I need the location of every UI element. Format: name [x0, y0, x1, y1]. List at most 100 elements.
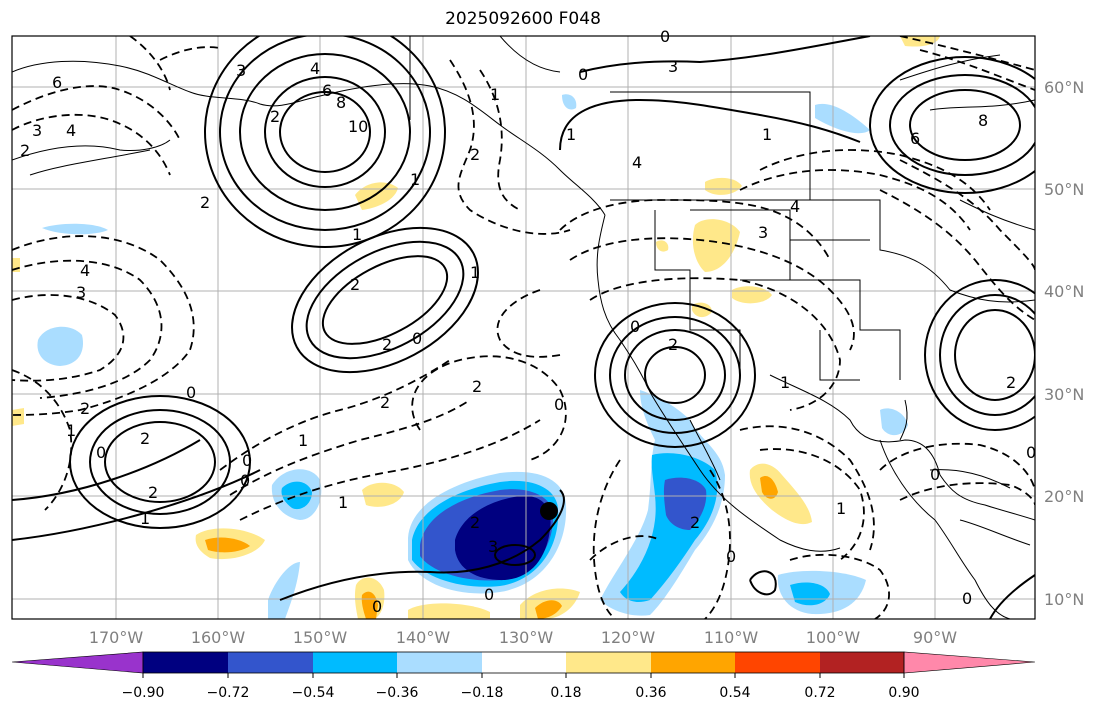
lon-label-90w: 90°W — [913, 628, 957, 647]
colorbar-tick-label: −0.18 — [461, 685, 504, 701]
positive-anomaly-region — [361, 591, 378, 619]
contour-label: 2 — [1006, 373, 1016, 392]
contour-label: 2 — [20, 141, 30, 160]
map-title: 2025092600 F048 — [445, 9, 601, 29]
contour-label: 3 — [32, 121, 42, 140]
contour-label: 2 — [270, 107, 280, 126]
lon-label-160w: 160°W — [191, 628, 246, 647]
colorbar-segment — [820, 652, 904, 673]
dashed-contours — [12, 36, 1035, 619]
contour-label: 3 — [668, 57, 678, 76]
contour-label: 0 — [962, 589, 972, 608]
lat-label-60n: 60°N — [1044, 78, 1084, 97]
negative-anomaly-region — [37, 326, 84, 366]
colorbar-segment — [651, 652, 735, 673]
positive-anomaly-region — [656, 240, 669, 252]
contour-label: 0 — [554, 395, 564, 414]
contour-label: 0 — [630, 317, 640, 336]
colorbar-tick-label: −0.90 — [122, 685, 165, 701]
negative-anomaly-region — [663, 477, 707, 530]
colorbar-segment — [482, 652, 566, 673]
contour-label: 1 — [352, 225, 362, 244]
negative-anomaly-region — [42, 223, 108, 235]
positive-anomaly-region — [692, 219, 740, 272]
colorbar-segment — [397, 652, 482, 673]
contour-label: 8 — [978, 111, 988, 130]
contour-label: 1 — [490, 85, 500, 104]
lon-label-150w: 150°W — [293, 628, 348, 647]
contour-label: 2 — [80, 399, 90, 418]
contour-label: 0 — [484, 585, 494, 604]
shading-layer — [12, 36, 940, 619]
positive-anomaly-region — [705, 177, 742, 195]
colorbar-frame — [142, 651, 905, 674]
colorbar-tick-label: 0.36 — [635, 685, 666, 701]
colorbar-segment — [143, 652, 228, 673]
contour-label: 3 — [76, 283, 86, 302]
contour-label: 2 — [470, 145, 480, 164]
colorbar-segment — [313, 652, 397, 673]
colorbar-segment — [566, 652, 651, 673]
coastlines — [12, 36, 1035, 619]
contour-label: 0 — [660, 27, 670, 46]
contour-label: 2 — [140, 429, 150, 448]
colorbar-segment — [11, 651, 144, 674]
negative-anomaly-region — [455, 495, 551, 581]
colorbar-tick-label: 0.72 — [804, 685, 835, 701]
lon-label-100w: 100°W — [806, 628, 861, 647]
contour-label: 4 — [790, 197, 800, 216]
contour-label: 0 — [1026, 443, 1036, 462]
contour-label: 2 — [668, 335, 678, 354]
contour-label: 2 — [350, 275, 360, 294]
positive-anomaly-region — [760, 475, 778, 499]
lon-label-110w: 110°W — [704, 628, 759, 647]
lat-label-30n: 30°N — [1044, 385, 1084, 404]
colorbar-tick-label: −0.54 — [292, 685, 335, 701]
contour-label: 0 — [372, 597, 382, 616]
contour-label: 4 — [66, 121, 76, 140]
contour-label: 4 — [310, 59, 320, 78]
colorbar-segment — [903, 651, 1036, 674]
negative-anomaly-region — [880, 408, 908, 436]
contour-label: 2 — [470, 513, 480, 532]
colorbar-tick-label: 0.18 — [550, 685, 581, 701]
map-border — [11, 35, 1036, 620]
negative-anomaly-region — [562, 94, 577, 110]
contour-label: 1 — [140, 509, 150, 528]
contour-label: 0 — [242, 451, 252, 470]
colorbar-tick-label: 0.90 — [888, 685, 919, 701]
lon-label-170w: 170°W — [89, 628, 144, 647]
contour-label: 4 — [80, 261, 90, 280]
contour-label: 2 — [472, 377, 482, 396]
contour-label: 10 — [348, 117, 368, 136]
contour-label: 2 — [380, 393, 390, 412]
positive-anomaly-region — [408, 603, 490, 619]
positive-anomaly-region — [205, 537, 250, 553]
contour-label: 1 — [762, 125, 772, 144]
contour-labels: 6 3 4 2 3 6 8 10 4 2 1 2 1 1 2 0 2 0 4 3… — [20, 27, 1036, 616]
lon-label-130w: 130°W — [499, 628, 554, 647]
contour-label: 1 — [66, 421, 76, 440]
longitude-labels: 170°W 160°W 150°W 140°W 130°W 120°W 110°… — [89, 628, 957, 647]
contour-label: 2 — [690, 513, 700, 532]
lat-label-20n: 20°N — [1044, 487, 1084, 506]
colorbar-tick-label: −0.72 — [207, 685, 250, 701]
lon-label-120w: 120°W — [601, 628, 656, 647]
contour-label: 1 — [470, 263, 480, 282]
contour-label: 6 — [910, 129, 920, 148]
solid-contours — [12, 36, 1035, 619]
lat-label-10n: 10°N — [1044, 590, 1084, 609]
colorbar: −0.90 −0.72 −0.54 −0.36 −0.18 0.18 0.36 … — [11, 651, 1036, 701]
contour-label: 1 — [338, 493, 348, 512]
contour-label: 0 — [96, 443, 106, 462]
colorbar-tick-label: 0.54 — [719, 685, 750, 701]
colorbar-segment — [735, 652, 820, 673]
negative-anomaly-region — [790, 582, 830, 606]
contour-label: 3 — [488, 537, 498, 556]
contour-label: 0 — [412, 329, 422, 348]
contour-label: 2 — [382, 335, 392, 354]
contour-label: 1 — [780, 373, 790, 392]
contour-label: 6 — [322, 81, 332, 100]
colorbar-tick-label: −0.36 — [376, 685, 419, 701]
